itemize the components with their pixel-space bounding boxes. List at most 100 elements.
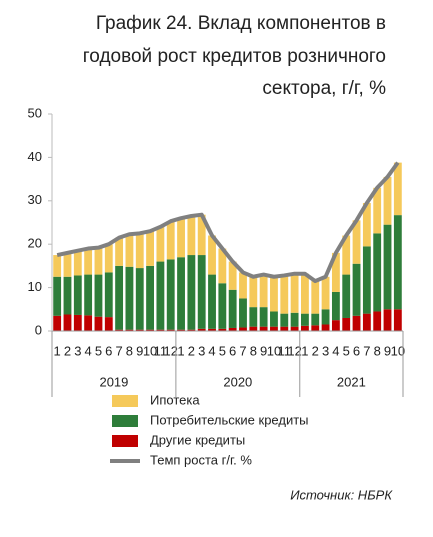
legend-swatch (112, 435, 138, 447)
y-tick-label: 30 (28, 192, 42, 207)
bar-segment (146, 231, 154, 266)
bar-segment (280, 313, 289, 327)
bar-segment (362, 202, 371, 247)
bar-segment (331, 252, 340, 292)
x-tick-label: 6 (105, 343, 112, 358)
x-tick-label: 8 (374, 343, 381, 358)
legend-swatch (112, 395, 138, 407)
bar-segment (84, 248, 93, 275)
bar-segment (228, 327, 237, 331)
bar-segment (208, 235, 216, 275)
bar-segment (63, 276, 72, 315)
bar-segment (84, 315, 93, 331)
x-tick-label: 9 (384, 343, 391, 358)
bar-segment (63, 252, 72, 277)
x-tick-label: 6 (353, 343, 360, 358)
bar-segment (115, 329, 124, 331)
y-tick-label: 0 (35, 322, 42, 337)
bar-segment (115, 265, 124, 330)
bar-segment (373, 311, 382, 331)
x-tick-label: 2 (312, 343, 319, 358)
bar-segment (197, 214, 206, 256)
bar-segment (156, 329, 165, 331)
y-tick-label: 50 (28, 105, 42, 120)
bar-segment (104, 317, 113, 331)
bar-segment (166, 329, 175, 331)
bar-segment (321, 276, 330, 310)
x-tick-label: 11 (278, 343, 292, 358)
bar-segment (218, 328, 227, 331)
x-tick-label: 4 (332, 343, 339, 358)
bar-segment (331, 291, 340, 321)
bar-segment (362, 313, 371, 331)
bar-segment (166, 221, 175, 260)
bar-segment (218, 248, 227, 284)
chart-title: годовой рост кредитов розничного (83, 46, 386, 67)
x-tick-label: 6 (229, 343, 236, 358)
x-tick-label: 4 (208, 343, 215, 358)
x-tick-label: 12 (163, 343, 177, 358)
bar-segment (197, 328, 206, 331)
y-tick-label: 20 (28, 236, 42, 251)
legend-label: Темп роста г/г. % (150, 452, 252, 467)
y-tick-label: 10 (28, 279, 42, 294)
bar-segment (342, 274, 351, 318)
bar-segment (259, 307, 268, 327)
bar-segment (208, 274, 216, 329)
bar-segment (146, 329, 154, 331)
x-tick-label: 10 (391, 343, 405, 358)
y-tick-label: 40 (28, 149, 42, 164)
bar-segment (249, 276, 258, 308)
bar-segment (352, 315, 361, 331)
x-tick-label: 1 (177, 343, 184, 358)
x-tick-label: 2 (64, 343, 71, 358)
bar-segment (301, 313, 309, 326)
bar-segment (290, 312, 299, 327)
bar-segment (383, 309, 392, 331)
bar-segment (53, 315, 62, 331)
bar-segment (166, 259, 175, 330)
bar-segment (239, 298, 247, 328)
bar-segment (218, 283, 227, 329)
bar-segment (73, 250, 82, 276)
x-tick-label: 11 (154, 343, 168, 358)
bar-segment (280, 326, 289, 331)
bar-segment (383, 224, 392, 310)
bar-segment (311, 325, 320, 331)
source: Источник: НБРК (290, 487, 393, 502)
x-tick-label: 7 (115, 343, 122, 358)
x-tick-label: 3 (74, 343, 81, 358)
x-tick-label: 7 (363, 343, 370, 358)
bar-segment (352, 220, 361, 264)
bar-segment (53, 276, 62, 316)
bar-segment (290, 273, 299, 313)
x-tick-label: 8 (126, 343, 133, 358)
bar-segment (301, 273, 309, 314)
x-tick-label: 4 (85, 343, 92, 358)
x-tick-label: 9 (260, 343, 267, 358)
bar-segment (94, 274, 103, 317)
bar-segment (228, 261, 237, 290)
bar-segment (342, 317, 351, 331)
bar-segment (342, 235, 351, 275)
x-tick-label: 10 (143, 343, 157, 358)
x-tick-label: 3 (322, 343, 329, 358)
x-tick-label: 1 (54, 343, 61, 358)
bar-segment (373, 233, 382, 312)
x-tick-label: 3 (198, 343, 205, 358)
bar-segment (135, 329, 144, 331)
bar-segment (208, 328, 216, 331)
year-label: 2021 (337, 374, 366, 389)
bar-segment (249, 326, 258, 331)
bar-segment (259, 274, 268, 308)
year-label: 2019 (99, 374, 128, 389)
chart-title: сектора, г/г, % (262, 78, 386, 99)
x-tick-label: 5 (95, 343, 102, 358)
x-tick-label: 8 (250, 343, 257, 358)
bar-segment (125, 266, 134, 330)
legend-label: Другие кредиты (150, 432, 245, 447)
bar-segment (115, 237, 124, 266)
x-tick-label: 1 (301, 343, 308, 358)
bar-segment (63, 314, 72, 331)
